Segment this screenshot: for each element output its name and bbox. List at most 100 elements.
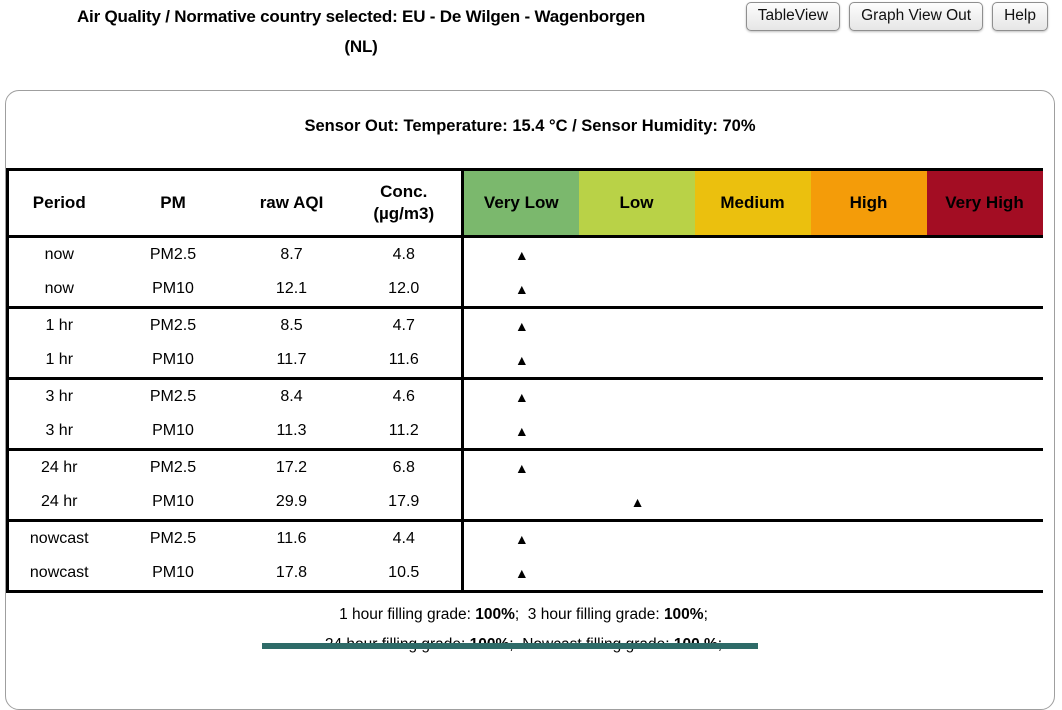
aqi-scale-empty [580,238,696,272]
aqi-scale-empty [695,272,811,306]
cell-raw-aqi: 11.7 [236,343,347,380]
help-button[interactable]: Help [992,2,1048,31]
cell-pm: PM10 [109,343,237,380]
aqi-scale-empty [927,414,1043,448]
aqi-marker-icon: ▲ [514,247,529,263]
aqi-scale-empty [927,238,1043,272]
cell-pm: PM10 [109,556,237,593]
cell-conc: 12.0 [346,272,463,309]
aqi-marker-icon: ▲ [514,423,529,439]
cell-period: 1 hr [6,343,110,380]
aqi-scale-empty [811,556,927,590]
aqi-scale-cell: ▲ [461,414,1043,451]
aqi-scale-empty [811,451,927,485]
cell-conc: 11.6 [346,343,463,380]
aqi-scale-cell: ▲ [461,485,1043,522]
col-header-high: High [810,168,927,238]
col-header-conc: Conc. (µg/m3) [346,168,463,238]
cell-raw-aqi: 8.5 [280,317,303,334]
tableview-button[interactable]: TableView [745,2,841,31]
aqi-scale-empty [927,485,1043,519]
table-row: 3 hr PM10 11.3 11.2 ▲ [6,414,1043,451]
aqi-marker-icon: ▲ [514,460,529,476]
aqi-scale-empty [695,380,811,414]
aqi-scale-empty [580,522,696,556]
cell-conc: 4.8 [392,246,415,263]
footer-value: 100% [475,606,515,623]
table-row: 1 hr PM10 11.7 11.6 ▲ [6,343,1043,380]
aqi-scale-empty [927,309,1043,343]
aqi-scale-empty [927,556,1043,590]
aqi-scale-empty [580,380,696,414]
next-section-edge [262,643,758,649]
cell-conc: 17.9 [346,485,463,522]
sensor-status: Sensor Out: Temperature: 15.4 °C / Senso… [304,117,756,135]
col-header-conc-line1: Conc. [380,182,428,201]
aqi-scale-empty [811,272,927,306]
aqi-scale-empty [811,380,927,414]
cell-raw-aqi: 29.9 [236,485,347,522]
page-title-line1: Air Quality / Normative country selected… [76,7,646,26]
cell-period: now [6,236,110,272]
cell-pm: PM2.5 [149,246,197,263]
cell-conc: 6.8 [392,459,415,476]
cell-raw-aqi: 8.4 [280,388,303,405]
aqi-marker-icon: ▲ [514,389,529,405]
page-title-line2: (NL) [344,37,378,56]
page-title: Air Quality / Normative country selected… [10,2,712,62]
cell-raw-aqi: 11.6 [276,530,307,547]
cell-raw-aqi: 17.8 [236,556,347,593]
footer-text: ; 3 hour filling grade: [514,606,664,623]
aqi-scale-empty [927,272,1043,306]
cell-conc: 10.5 [346,556,463,593]
filling-grade-line1: 1 hour filling grade: 100%; 3 hour filli… [6,600,1041,630]
aqi-scale-empty [811,343,927,377]
col-header-very-low: Very Low [461,168,579,238]
cell-raw-aqi: 12.1 [236,272,347,309]
table-row: 24 hr PM2.5 17.2 6.8 ▲ [6,449,1043,485]
aqi-marker-icon: ▲ [630,494,645,510]
aqi-scale-cell: ▲ [461,520,1043,556]
aqi-scale-empty [811,238,927,272]
cell-conc: 4.6 [392,388,415,405]
aqi-scale-empty [811,522,927,556]
aqi-table: Period PM raw AQI Conc. (µg/m3) Very Low… [6,168,1043,593]
aqi-scale-empty [695,451,811,485]
col-header-raw-aqi: raw AQI [236,168,347,238]
aqi-scale-empty [811,485,927,519]
footer-text: 1 hour filling grade: [339,606,476,623]
col-header-pm: PM [109,168,237,238]
cell-pm: PM2.5 [149,530,197,547]
cell-pm: PM2.5 [149,459,197,476]
aqi-scale-empty [927,451,1043,485]
cell-raw-aqi: 8.7 [280,246,303,263]
aqi-scale-empty [695,238,811,272]
aqi-scale-cell: ▲ [461,343,1043,380]
cell-conc: 4.4 [392,530,415,547]
table-row: nowcast PM2.5 11.6 4.4 ▲ [6,520,1043,556]
aqi-scale-empty [695,556,811,590]
cell-period: now [6,272,110,309]
col-header-period: Period [6,168,110,238]
aqi-scale-empty [580,272,696,306]
aqi-scale-empty [927,343,1043,377]
aqi-scale-empty [811,414,927,448]
cell-period: nowcast [6,556,110,593]
table-row: 3 hr PM2.5 8.4 4.6 ▲ [6,378,1043,414]
cell-conc: 4.7 [392,317,415,334]
sensor-panel: Sensor Out: Temperature: 15.4 °C / Senso… [5,90,1055,710]
graph-view-out-button[interactable]: Graph View Out [849,2,984,31]
aqi-scale-empty [580,309,696,343]
aqi-scale-empty [927,522,1043,556]
aqi-marker-icon: ▲ [514,531,529,547]
col-header-very-high: Very High [926,168,1043,238]
cell-conc: 11.2 [346,414,463,451]
aqi-marker-icon: ▲ [514,352,529,368]
table-header-row: Period PM raw AQI Conc. (µg/m3) Very Low… [6,168,1043,238]
toolbar: TableView Graph View Out Help [745,2,1048,31]
table-row: nowcast PM10 17.8 10.5 ▲ [6,556,1043,593]
aqi-scale-empty [580,343,696,377]
aqi-marker-icon: ▲ [514,281,529,297]
aqi-scale-empty [811,309,927,343]
aqi-scale-empty [695,343,811,377]
